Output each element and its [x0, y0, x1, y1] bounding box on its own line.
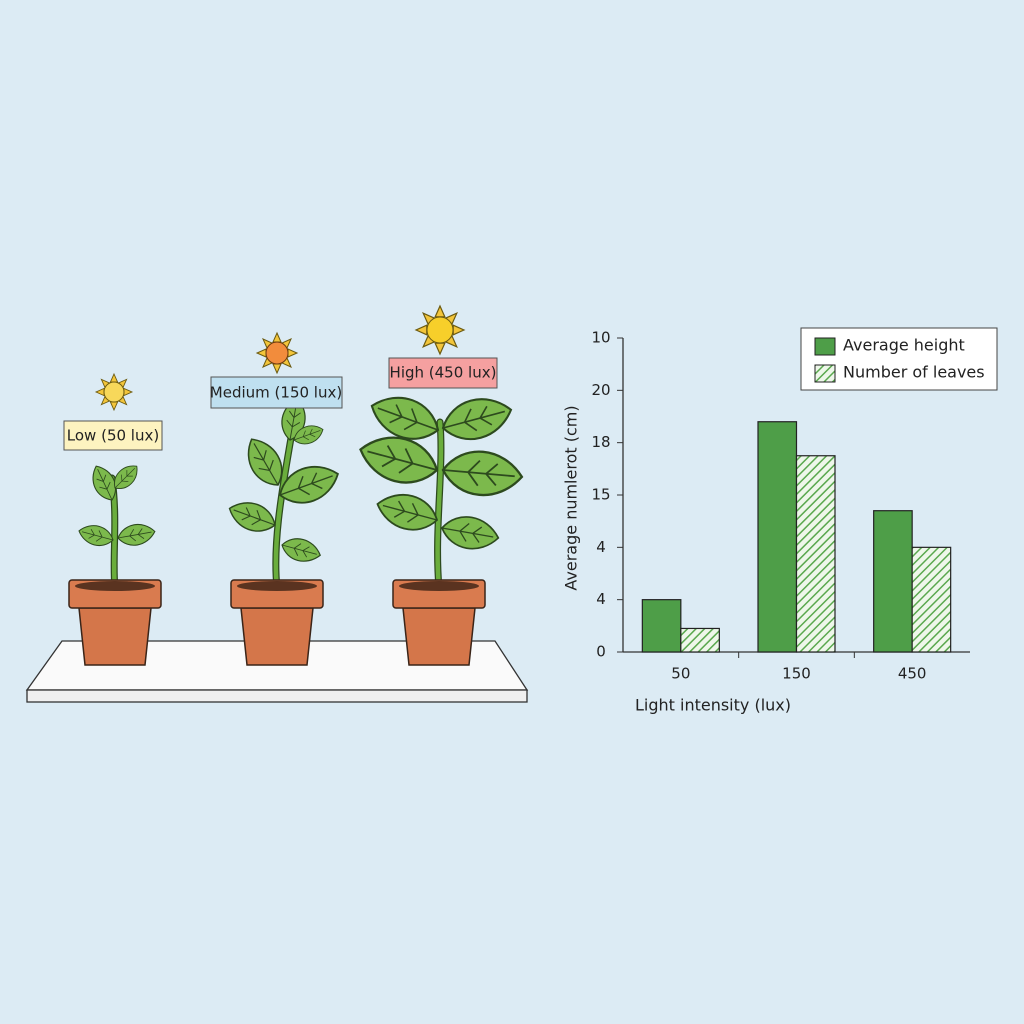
- bar: [757, 421, 798, 653]
- plant-low: Low (50 lux): [63, 373, 163, 666]
- y-tick-label: 10: [591, 329, 610, 347]
- legend-swatch: [814, 337, 836, 356]
- x-tick-label: 450: [898, 665, 927, 683]
- bar: [911, 546, 952, 653]
- y-tick-label: 0: [596, 643, 606, 661]
- plant-medium: Medium (150 lux): [210, 332, 345, 666]
- condition-label: Low (50 lux): [67, 427, 159, 445]
- legend-swatch: [814, 364, 836, 383]
- y-tick-label: 4: [596, 590, 606, 608]
- x-tick-label: 150: [782, 665, 811, 683]
- bar: [641, 599, 682, 653]
- condition-label: Medium (150 lux): [210, 384, 342, 402]
- x-tick-label: 50: [671, 665, 690, 683]
- plant-high: High (450 lux): [353, 305, 525, 666]
- y-tick-label: 18: [591, 433, 610, 451]
- y-tick-label: 15: [591, 486, 610, 504]
- bar: [795, 455, 836, 653]
- bar: [873, 510, 913, 653]
- legend-label: Number of leaves: [843, 363, 985, 382]
- y-tick-label: 4: [596, 538, 606, 556]
- x-axis-label: Light intensity (lux): [635, 696, 791, 715]
- y-tick-label: 20: [591, 381, 610, 399]
- y-axis-label: Average numlerot (cm): [562, 405, 581, 590]
- condition-label: High (450 lux): [390, 364, 497, 382]
- chart: Light intensity (lux) Average numlerot (…: [562, 327, 998, 715]
- legend-label: Average height: [843, 336, 965, 355]
- bar: [680, 627, 720, 653]
